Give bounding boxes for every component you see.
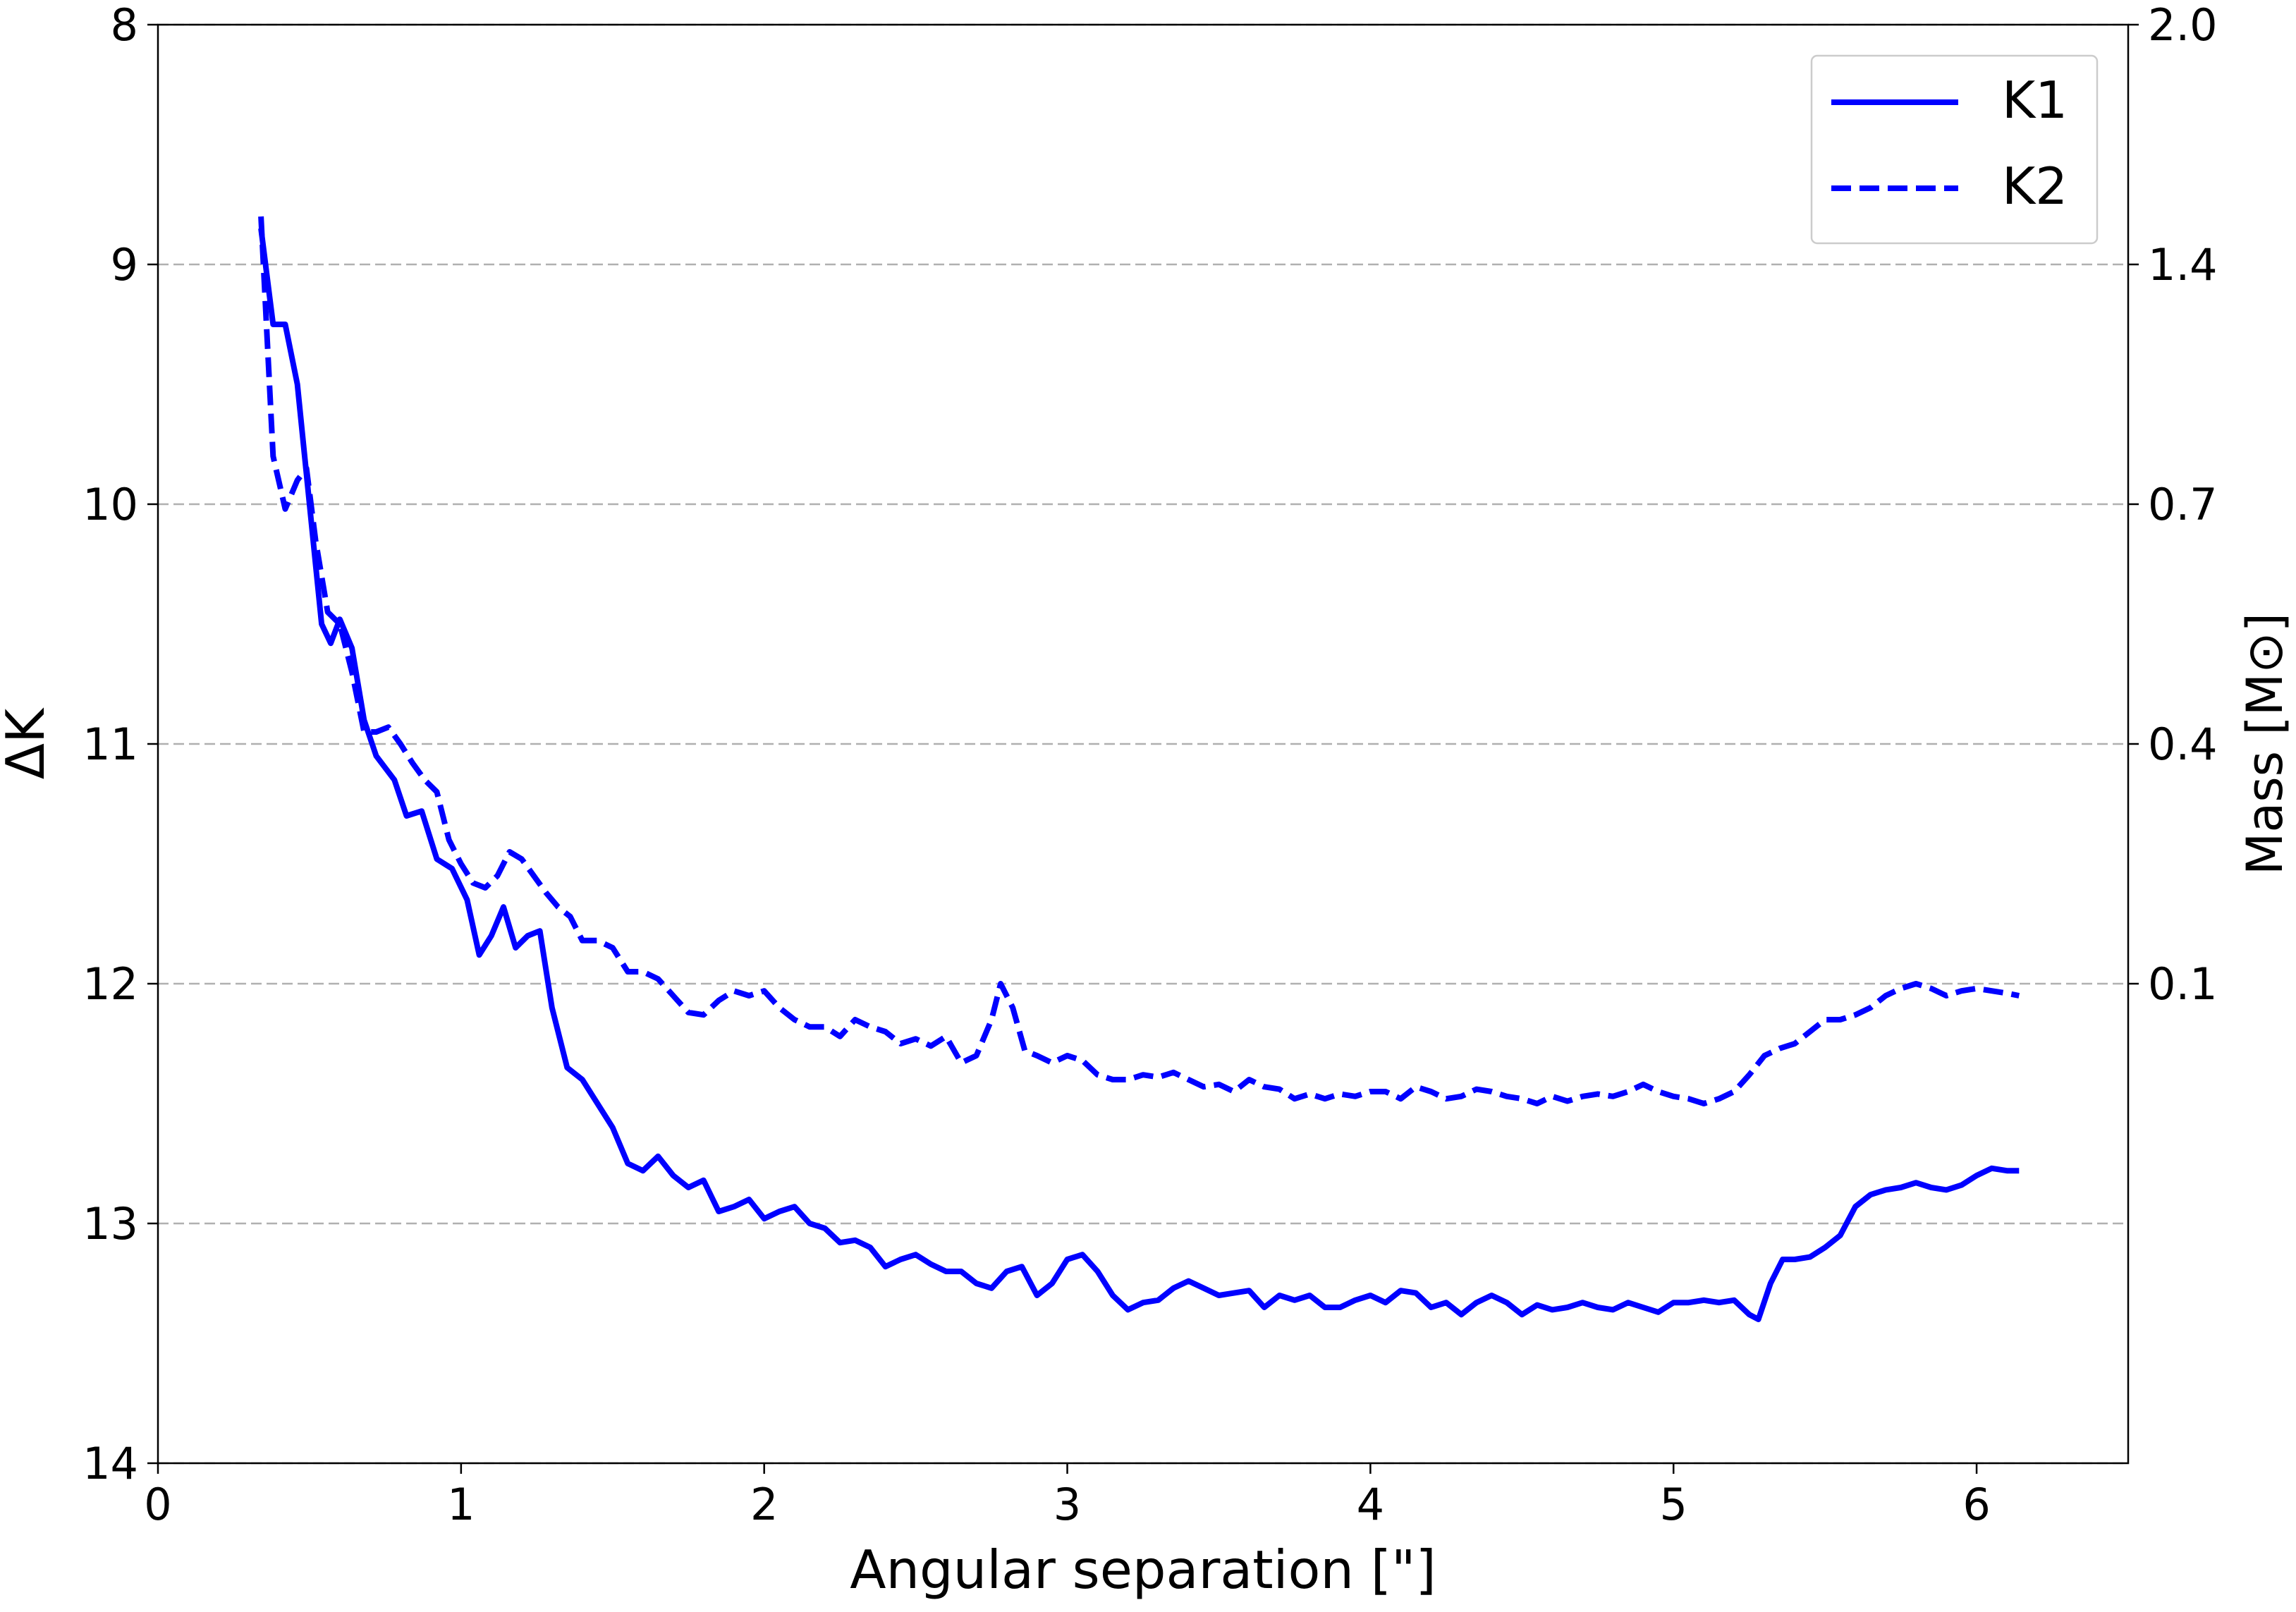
x-tick-label: 1 — [447, 1479, 475, 1530]
y2-tick-label: 0.1 — [2148, 958, 2218, 1010]
x-axis-label: Angular separation ["] — [850, 1539, 1436, 1601]
y-tick-label: 8 — [111, 0, 138, 51]
data-line — [258, 228, 2020, 1322]
data-line — [258, 216, 2020, 1106]
y-tick-label: 14 — [83, 1438, 138, 1489]
legend-label: K2 — [2002, 157, 2068, 216]
y-axis-label: ΔK — [0, 707, 56, 779]
legend-label: K1 — [2002, 71, 2068, 130]
x-tick-label: 6 — [1962, 1479, 1990, 1530]
plot-frame — [157, 23, 2130, 1465]
x-tick-label: 3 — [1054, 1479, 1081, 1530]
y2-tick-label: 0.7 — [2148, 479, 2218, 530]
y2-tick-label: 0.4 — [2148, 719, 2218, 770]
y-tick-label: 10 — [83, 479, 138, 530]
y2-tick-label: 1.4 — [2148, 239, 2218, 291]
x-tick-label: 5 — [1660, 1479, 1687, 1530]
y-tick-label: 12 — [83, 958, 138, 1010]
y2-tick-label: 2.0 — [2148, 0, 2218, 51]
x-tick-label: 2 — [750, 1479, 778, 1530]
y-tick-label: 13 — [83, 1198, 138, 1250]
x-tick-label: 0 — [144, 1479, 171, 1530]
x-tick-label: 4 — [1357, 1479, 1384, 1530]
y2-axis-label: Mass [M⊙] — [2236, 613, 2294, 875]
y-tick-label: 11 — [83, 719, 138, 770]
y-tick-label: 9 — [111, 239, 138, 291]
